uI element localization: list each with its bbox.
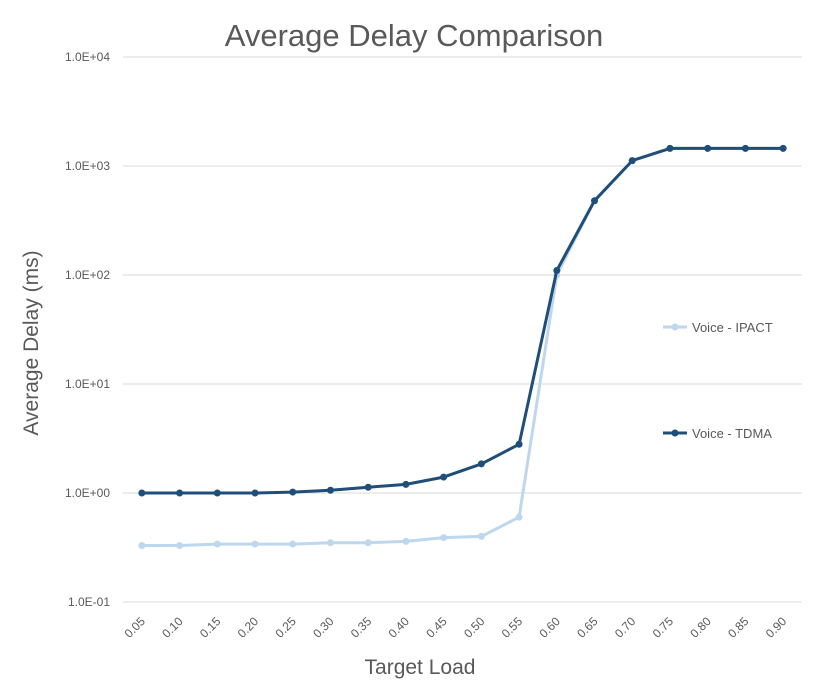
legend-marker [671, 429, 679, 437]
data-point [326, 539, 334, 547]
data-point [364, 539, 372, 547]
legend-marker [671, 323, 679, 331]
data-point [176, 541, 184, 549]
x-tick-label: 0.10 [159, 614, 186, 641]
series-voice-tdma [138, 144, 787, 497]
legend-label: Voice - TDMA [692, 426, 772, 441]
data-point [440, 534, 448, 542]
data-point [326, 486, 334, 494]
data-point [289, 488, 297, 496]
data-point [289, 540, 297, 548]
y-axis-title: Average Delay (ms) [20, 250, 43, 435]
data-point [364, 483, 372, 491]
series-voice-ipact [138, 144, 787, 549]
x-tick-label: 0.75 [650, 614, 677, 641]
legend: Voice - IPACT Voice - TDMA [663, 320, 773, 441]
x-tick-label: 0.65 [574, 614, 601, 641]
x-tick-label: 0.25 [272, 614, 299, 641]
y-tick-label: 1.0E-01 [68, 595, 110, 609]
data-point [591, 197, 599, 205]
x-axis-ticks: 0.05 0.10 0.15 0.20 0.25 0.30 0.35 0.40 0.45 0.50… [122, 614, 790, 641]
series-line [141, 146, 784, 547]
chart-title: Average Delay Comparison [225, 18, 604, 53]
data-point [515, 440, 523, 448]
data-point [213, 540, 221, 548]
y-tick-label: 1.0E+01 [65, 377, 110, 391]
data-point [402, 480, 410, 488]
data-point [251, 489, 259, 497]
x-tick-label: 0.60 [537, 614, 564, 641]
x-tick-label: 0.85 [725, 614, 752, 641]
y-axis-ticks: 1.0E-01 1.0E+00 1.0E+01 1.0E+02 1.0E+03 1.0E+… [65, 50, 110, 609]
y-tick-label: 1.0E+03 [65, 159, 110, 173]
data-point [704, 144, 712, 152]
data-point [553, 266, 561, 274]
x-tick-label: 0.15 [197, 614, 224, 641]
data-point [779, 144, 787, 152]
data-point [176, 489, 184, 497]
data-point [138, 541, 146, 549]
data-point [477, 532, 485, 540]
x-tick-label: 0.80 [687, 614, 714, 641]
x-tick-label: 0.50 [461, 614, 488, 641]
x-tick-label: 0.20 [235, 614, 262, 641]
series-layer [138, 144, 787, 549]
data-point [402, 537, 410, 545]
data-point [515, 513, 523, 521]
x-tick-label: 0.55 [499, 614, 526, 641]
data-point [628, 157, 636, 165]
x-tick-label: 0.05 [122, 614, 149, 641]
legend-entry: Voice - TDMA [663, 426, 772, 441]
legend-entry: Voice - IPACT [663, 320, 773, 335]
x-tick-label: 0.45 [423, 614, 450, 641]
data-point [251, 540, 259, 548]
data-point [477, 460, 485, 468]
x-axis-title: Target Load [365, 656, 476, 679]
data-point [741, 144, 749, 152]
legend-label: Voice - IPACT [692, 320, 773, 335]
x-tick-label: 0.35 [348, 614, 375, 641]
y-tick-label: 1.0E+02 [65, 268, 110, 282]
data-point [440, 473, 448, 481]
data-point [138, 489, 146, 497]
series-line [141, 146, 784, 495]
x-tick-label: 0.30 [310, 614, 337, 641]
x-tick-label: 0.70 [612, 614, 639, 641]
y-tick-label: 1.0E+00 [65, 486, 110, 500]
data-point [666, 144, 674, 152]
x-tick-label: 0.40 [386, 614, 413, 641]
y-tick-label: 1.0E+04 [65, 50, 110, 64]
data-point [213, 489, 221, 497]
x-tick-label: 0.90 [763, 614, 790, 641]
